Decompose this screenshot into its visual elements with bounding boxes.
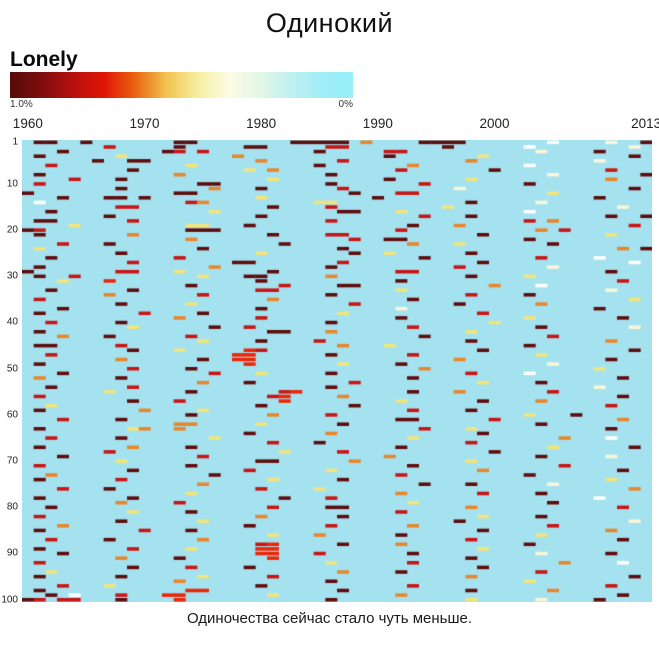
x-axis-tick: 2013 bbox=[631, 116, 659, 131]
x-axis-tick: 1960 bbox=[12, 116, 43, 131]
y-axis-tick: 80 bbox=[6, 501, 18, 513]
y-axis-tick: 50 bbox=[6, 363, 18, 375]
legend-max-label: 1.0% bbox=[10, 99, 33, 110]
x-axis-tick: 1980 bbox=[246, 116, 277, 131]
x-axis: 1960 1970 1980 1990 2000 2013 bbox=[13, 116, 659, 136]
y-axis-tick: 60 bbox=[6, 409, 18, 421]
y-axis-tick: 10 bbox=[6, 178, 18, 190]
heatmap-canvas bbox=[22, 140, 652, 602]
y-axis-tick: 1 bbox=[12, 136, 18, 148]
y-axis-tick: 20 bbox=[6, 224, 18, 236]
x-axis-tick: 1990 bbox=[362, 116, 393, 131]
legend-min-label: 0% bbox=[338, 99, 353, 110]
legend-title: Lonely bbox=[10, 48, 78, 71]
y-axis-tick: 100 bbox=[1, 594, 18, 606]
x-axis-tick: 2000 bbox=[479, 116, 510, 131]
page-title: Одинокий bbox=[265, 8, 394, 38]
y-axis: 1 10 20 30 40 50 60 70 80 90 100 bbox=[0, 136, 20, 606]
caption: Одиночества сейчас стало чуть меньше. bbox=[186, 610, 473, 627]
heatmap bbox=[22, 140, 652, 602]
legend-scale: 1.0% 0% bbox=[10, 99, 353, 111]
y-axis-tick: 70 bbox=[6, 455, 18, 467]
legend-gradient-bar bbox=[10, 72, 353, 98]
x-axis-tick: 1970 bbox=[129, 116, 160, 131]
y-axis-tick: 30 bbox=[6, 270, 18, 282]
y-axis-tick: 40 bbox=[6, 316, 18, 328]
y-axis-tick: 90 bbox=[6, 547, 18, 559]
